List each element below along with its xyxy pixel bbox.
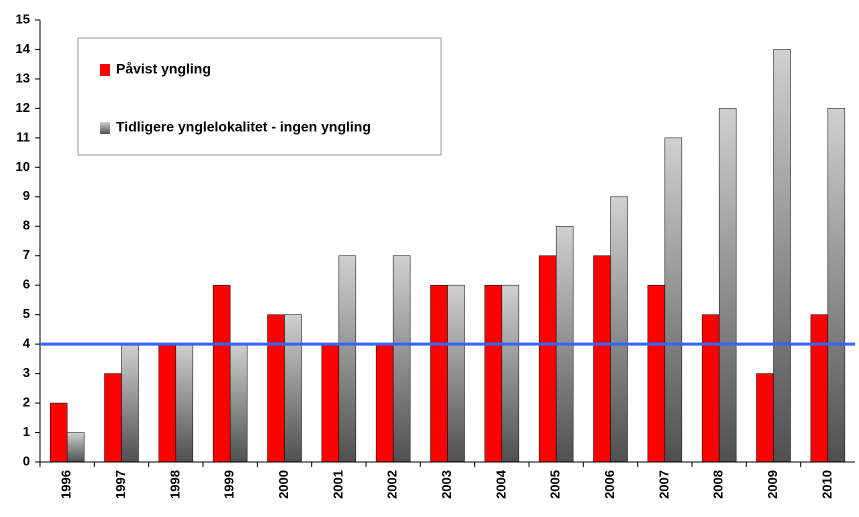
- y-tick-label: 1: [23, 424, 30, 439]
- x-tick-label: 2005: [548, 470, 563, 499]
- bar: [430, 284, 448, 463]
- bar: [392, 255, 411, 463]
- legend-label: Tidligere ynglelokalitet - ingen yngling: [116, 119, 371, 135]
- x-tick-label: 1998: [167, 470, 182, 499]
- bar: [121, 343, 139, 463]
- y-tick-label: 8: [23, 218, 30, 233]
- y-tick-label: 6: [23, 277, 30, 292]
- legend-label: Påvist yngling: [116, 61, 211, 77]
- bar: [66, 432, 85, 463]
- x-tick-label: 1997: [113, 470, 128, 499]
- x-tick-label: 2006: [602, 470, 617, 499]
- bar: [447, 284, 465, 463]
- y-tick-label: 11: [16, 129, 30, 144]
- bar: [104, 373, 122, 463]
- bar: [718, 108, 737, 463]
- bar: [484, 284, 503, 463]
- y-tick-label: 9: [23, 188, 30, 203]
- bar: [773, 49, 791, 463]
- x-tick-label: 2001: [330, 470, 345, 499]
- legend-box: [77, 37, 442, 156]
- y-tick-label: 14: [16, 41, 31, 56]
- bar: [810, 314, 829, 463]
- bar: [49, 402, 68, 463]
- bar: [267, 314, 285, 463]
- bar: [229, 343, 248, 463]
- bar: [538, 255, 557, 463]
- legend-swatch: [100, 64, 110, 76]
- x-tick-label: 1999: [222, 470, 237, 499]
- x-tick-label: 2002: [385, 470, 400, 499]
- y-tick-label: 4: [23, 336, 31, 351]
- y-tick-label: 10: [16, 159, 30, 174]
- x-tick-label: 1996: [59, 470, 74, 499]
- bar: [158, 343, 177, 463]
- y-tick-label: 0: [23, 453, 30, 468]
- bar: [756, 373, 774, 463]
- bar: [321, 343, 340, 463]
- x-tick-label: 2000: [276, 470, 291, 499]
- bar: [284, 314, 302, 463]
- y-tick-label: 15: [16, 11, 30, 26]
- bar: [593, 255, 611, 463]
- bar: [338, 255, 357, 463]
- legend-swatch: [100, 122, 110, 134]
- bar: [647, 284, 666, 463]
- x-tick-label: 2003: [439, 470, 454, 499]
- y-tick-label: 13: [16, 70, 30, 85]
- y-tick-label: 3: [23, 365, 30, 380]
- bar: [701, 314, 720, 463]
- bar: [212, 284, 231, 463]
- x-tick-label: 2007: [656, 470, 671, 499]
- bar: [664, 137, 683, 463]
- y-tick-label: 7: [23, 247, 30, 262]
- bar: [610, 196, 628, 463]
- y-tick-label: 2: [23, 395, 30, 410]
- y-tick-label: 12: [16, 100, 30, 115]
- bar: [375, 343, 394, 463]
- y-tick-label: 5: [23, 306, 30, 321]
- bar: [827, 108, 846, 463]
- x-tick-label: 2010: [819, 470, 834, 499]
- bar: [175, 343, 194, 463]
- x-tick-label: 2008: [711, 470, 726, 499]
- x-tick-label: 2004: [493, 469, 508, 499]
- x-tick-label: 2009: [765, 470, 780, 499]
- bar: [501, 284, 520, 463]
